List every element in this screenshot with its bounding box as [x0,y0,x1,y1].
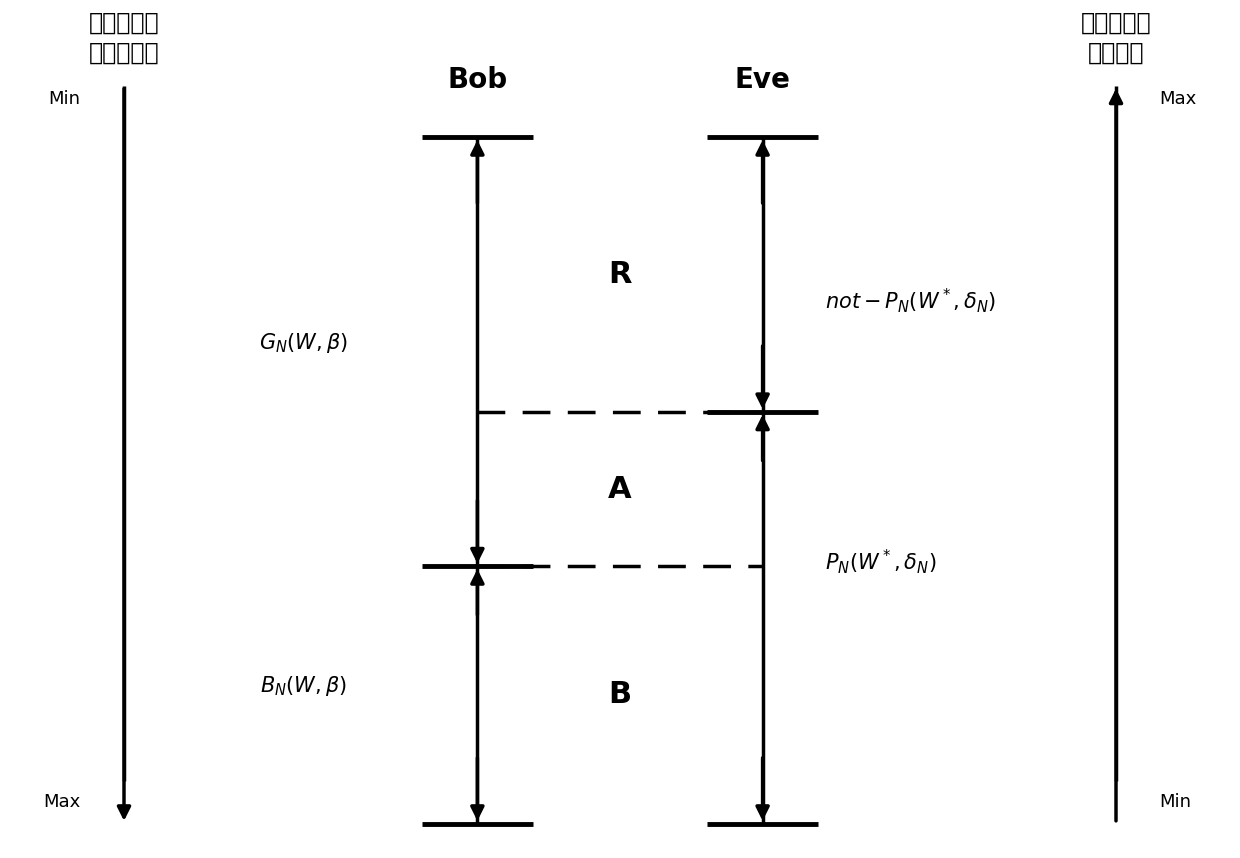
Text: 比特信道的: 比特信道的 [1081,10,1151,34]
Text: Max: Max [43,794,81,811]
Text: $not-P_N(W^*,\delta_N)$: $not-P_N(W^*,\delta_N)$ [825,286,996,315]
Text: $P_N(W^*,\delta_N)$: $P_N(W^*,\delta_N)$ [825,547,936,577]
Text: Min: Min [1159,794,1192,811]
Text: 比特信道的: 比特信道的 [89,10,159,34]
Text: 信道容量: 信道容量 [1087,40,1145,64]
Text: 信道误码率: 信道误码率 [89,40,159,64]
Text: R: R [609,260,631,289]
Text: Min: Min [48,90,81,107]
Text: Eve: Eve [734,66,791,94]
Text: $B_N(W,\beta)$: $B_N(W,\beta)$ [260,674,347,698]
Text: A: A [608,474,632,504]
Text: Max: Max [1159,90,1197,107]
Text: Bob: Bob [448,66,507,94]
Text: B: B [609,680,631,710]
Text: $G_N(W,\beta)$: $G_N(W,\beta)$ [259,331,348,355]
